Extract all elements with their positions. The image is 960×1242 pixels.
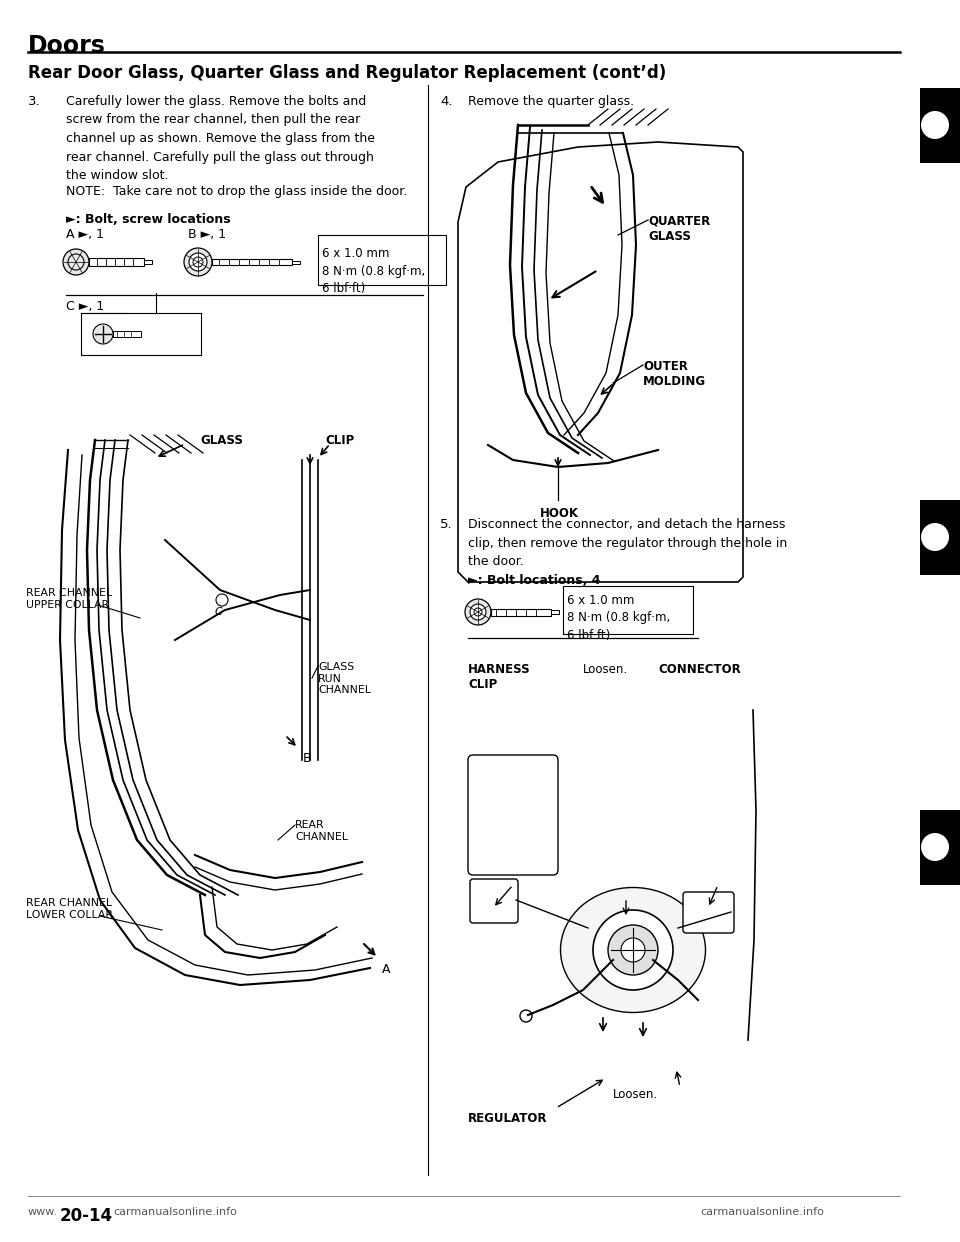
- Circle shape: [608, 925, 658, 975]
- Text: Loosen.: Loosen.: [613, 1088, 659, 1100]
- Text: GLASS: GLASS: [200, 433, 243, 447]
- Text: CONNECTOR: CONNECTOR: [658, 663, 741, 676]
- Text: REGULATOR: REGULATOR: [468, 1112, 547, 1125]
- FancyBboxPatch shape: [470, 879, 518, 923]
- Text: C: C: [215, 607, 223, 617]
- Text: A ►, 1: A ►, 1: [66, 229, 104, 241]
- Text: ►: Bolt locations, 4: ►: Bolt locations, 4: [468, 574, 601, 587]
- Circle shape: [921, 523, 949, 551]
- Text: B ►, 1: B ►, 1: [188, 229, 227, 241]
- Bar: [491, 609, 551, 616]
- Text: HARNESS
CLIP: HARNESS CLIP: [468, 663, 531, 691]
- Text: REAR CHANNEL
UPPER COLLAR: REAR CHANNEL UPPER COLLAR: [26, 587, 112, 610]
- Text: GLASS
RUN
CHANNEL: GLASS RUN CHANNEL: [318, 662, 371, 696]
- Circle shape: [465, 599, 491, 625]
- Text: Doors: Doors: [28, 34, 106, 58]
- Text: www.: www.: [28, 1207, 58, 1217]
- FancyBboxPatch shape: [683, 892, 734, 933]
- Circle shape: [216, 594, 228, 606]
- Text: NOTE:  Take care not to drop the glass inside the door.: NOTE: Take care not to drop the glass in…: [66, 185, 407, 197]
- Circle shape: [921, 833, 949, 861]
- Circle shape: [921, 111, 949, 139]
- FancyBboxPatch shape: [468, 755, 558, 876]
- Bar: [551, 610, 559, 614]
- Text: Loosen.: Loosen.: [583, 663, 628, 676]
- Circle shape: [93, 324, 113, 344]
- Circle shape: [189, 253, 207, 271]
- Text: 6 x 1.0 mm
8 N·m (0.8 kgf·m,
6 lbf·ft): 6 x 1.0 mm 8 N·m (0.8 kgf·m, 6 lbf·ft): [322, 247, 425, 296]
- Circle shape: [184, 248, 212, 276]
- Bar: [128, 301, 201, 320]
- Circle shape: [621, 938, 645, 963]
- Text: A: A: [382, 963, 391, 976]
- Bar: [113, 332, 141, 337]
- Bar: [318, 235, 446, 284]
- Text: 20-14: 20-14: [60, 1207, 113, 1225]
- Text: Rear Door Glass, Quarter Glass and Regulator Replacement (cont’d): Rear Door Glass, Quarter Glass and Regul…: [28, 65, 666, 82]
- Text: HOOK: HOOK: [540, 507, 579, 520]
- Bar: [212, 260, 292, 265]
- Text: REAR CHANNEL
LOWER COLLAR: REAR CHANNEL LOWER COLLAR: [26, 898, 113, 919]
- Bar: [563, 586, 693, 633]
- Text: ►: Bolt, screw locations: ►: Bolt, screw locations: [66, 212, 230, 226]
- Text: QUARTER
GLASS: QUARTER GLASS: [648, 215, 710, 243]
- Text: Carefully lower the glass. Remove the bolts and
screw from the rear channel, the: Carefully lower the glass. Remove the bo…: [66, 94, 375, 183]
- Text: 5.: 5.: [440, 518, 452, 532]
- Text: 4.: 4.: [440, 94, 452, 108]
- Text: OUTER
MOLDING: OUTER MOLDING: [643, 360, 707, 388]
- Bar: [292, 261, 300, 263]
- Text: Disconnect the connector, and detach the harness
clip, then remove the regulator: Disconnect the connector, and detach the…: [468, 518, 787, 568]
- Circle shape: [470, 604, 486, 620]
- Text: carmanualsonline.info: carmanualsonline.info: [113, 1207, 237, 1217]
- Text: REAR
CHANNEL: REAR CHANNEL: [295, 820, 348, 842]
- Text: C ►, 1: C ►, 1: [66, 301, 105, 313]
- Bar: [920, 88, 960, 163]
- Text: carmanualsonline.info: carmanualsonline.info: [700, 1207, 824, 1217]
- Bar: [89, 258, 144, 266]
- Text: 3.: 3.: [28, 94, 40, 108]
- Circle shape: [63, 248, 89, 274]
- Text: 6 x 1.0 mm
8 N·m (0.8 kgf·m,
6 lbf·ft): 6 x 1.0 mm 8 N·m (0.8 kgf·m, 6 lbf·ft): [567, 594, 670, 642]
- Bar: [81, 313, 201, 355]
- Bar: [920, 810, 960, 886]
- Polygon shape: [458, 142, 743, 582]
- Text: CLIP: CLIP: [325, 433, 354, 447]
- Text: B: B: [303, 751, 312, 765]
- Bar: [144, 260, 152, 265]
- Circle shape: [593, 910, 673, 990]
- Bar: [920, 501, 960, 575]
- Circle shape: [520, 1010, 532, 1022]
- Ellipse shape: [561, 888, 706, 1012]
- Text: Remove the quarter glass.: Remove the quarter glass.: [468, 94, 635, 108]
